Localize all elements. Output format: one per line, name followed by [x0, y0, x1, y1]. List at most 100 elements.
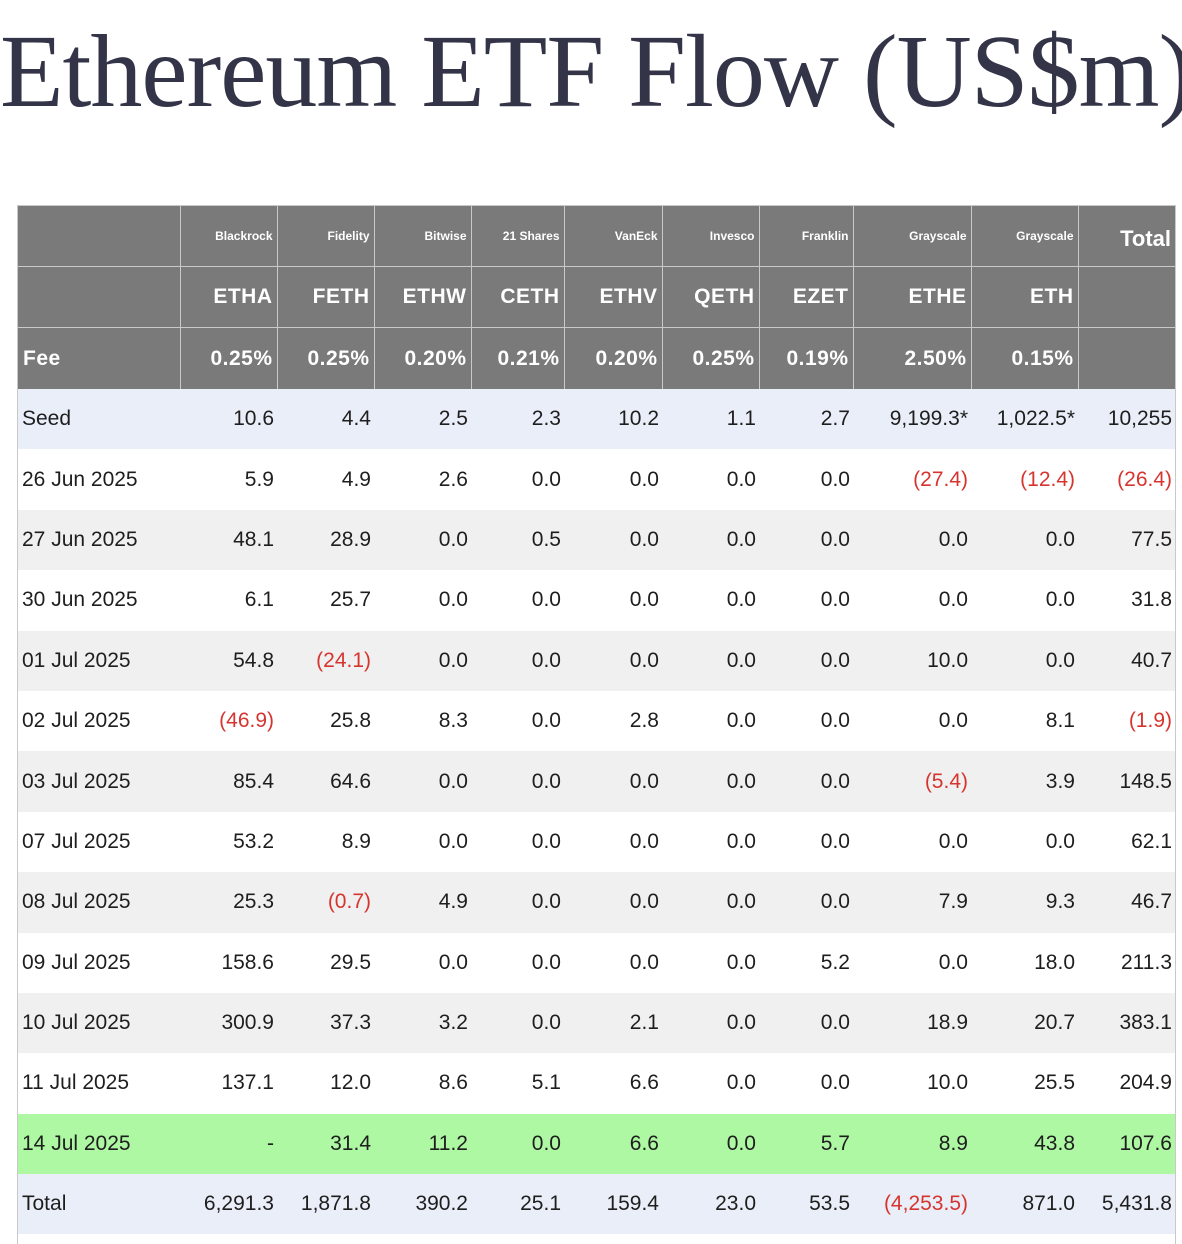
- row-label: 14 Jul 2025: [18, 1113, 180, 1175]
- flow-value-cell: 0.0: [564, 570, 662, 631]
- flow-value-cell: 77.5: [1078, 509, 1175, 571]
- row-label: 27 Jun 2025: [18, 509, 180, 571]
- flow-value-cell: (26.4): [1078, 449, 1175, 510]
- flow-value-cell: 0.0: [971, 630, 1078, 691]
- ticker-header-cell: ETHW: [373, 266, 471, 328]
- flow-value-cell: 0.0: [662, 932, 759, 993]
- table-header: Blackrock Fidelity Bitwise 21 Shares VanEck I…: [18, 206, 1175, 389]
- row-label: 01 Jul 2025: [18, 630, 180, 691]
- ticker-header-cell: ETHA: [179, 266, 277, 328]
- flow-value-cell: 10.2: [564, 389, 662, 450]
- flow-value-cell: 18.0: [971, 932, 1078, 993]
- flow-value-cell: 1,022.5*: [971, 389, 1078, 450]
- flow-value-cell: 53.2: [180, 811, 277, 873]
- flow-value-cell: 5.2: [759, 932, 853, 993]
- flow-value-cell: 383.1: [1078, 992, 1175, 1054]
- flow-value-cell: 0.0: [564, 932, 662, 993]
- issuer-header-cell: [18, 206, 180, 267]
- table-row: 03 Jul 2025 85.4 64.6 0.0 0.0 0.0 0.0 0.0 (5.4) 3…: [18, 751, 1175, 812]
- flow-value-cell: 0.0: [853, 509, 971, 571]
- flow-value-cell: 0.0: [759, 992, 853, 1054]
- flow-value-cell: 0.0: [564, 872, 662, 933]
- flow-value-cell: 5.7: [759, 1113, 853, 1175]
- table-row: 11 Jul 2025 137.1 12.0 8.6 5.1 6.6 0.0 0.0 10.0 2…: [18, 1053, 1175, 1114]
- flow-value-cell: 6.6: [564, 1113, 662, 1175]
- flow-value-cell: 0.0: [471, 811, 564, 873]
- issuer-header-cell: Fidelity: [276, 206, 374, 267]
- flow-value-cell: (4,253.5): [853, 1174, 971, 1235]
- flow-value-cell: 25.8: [277, 690, 374, 752]
- flow-value-cell: 4.4: [277, 389, 374, 450]
- fee-header-row: Fee 0.25% 0.25% 0.20% 0.21% 0.20% 0.25% 0.19% 2.…: [18, 327, 1175, 389]
- flow-value-cell: 10.0: [853, 1053, 971, 1114]
- flow-value-cell: 25.5: [971, 1053, 1078, 1114]
- flow-value-cell: (1.9): [1078, 690, 1175, 752]
- flow-value-cell: 0.0: [564, 509, 662, 571]
- fee-header-cell: 0.20%: [373, 327, 471, 389]
- flow-value-cell: 20.7: [971, 992, 1078, 1054]
- flow-value-cell: 48.1: [180, 509, 277, 571]
- fee-header-cell: [1077, 327, 1175, 389]
- flow-value-cell: 23.0: [662, 1174, 759, 1235]
- flow-value-cell: 8.3: [374, 690, 471, 752]
- issuer-header-cell: 21 Shares: [470, 206, 564, 267]
- row-label: 10 Jul 2025: [18, 992, 180, 1054]
- flow-value-cell: 0.0: [759, 509, 853, 571]
- flow-value-cell: 0.0: [759, 570, 853, 631]
- flow-value-cell: 0.0: [853, 690, 971, 752]
- flow-value-cell: 0.0: [374, 811, 471, 873]
- flow-value-cell: 0.0: [564, 811, 662, 873]
- row-label: 26 Jun 2025: [18, 449, 180, 510]
- flow-value-cell: 2.3: [471, 389, 564, 450]
- flow-value-cell: 25.7: [277, 570, 374, 631]
- flow-value-cell: 137.1: [180, 1053, 277, 1114]
- flow-value-cell: 0.0: [853, 932, 971, 993]
- flow-value-cell: 9,199.3*: [853, 389, 971, 450]
- flow-value-cell: 0.0: [471, 690, 564, 752]
- flow-value-cell: 0.0: [471, 570, 564, 631]
- table-row: 01 Jul 2025 54.8 (24.1) 0.0 0.0 0.0 0.0 0.0 10.0…: [18, 630, 1175, 691]
- flow-value-cell: 64.6: [277, 751, 374, 812]
- flow-value-cell: 85.4: [180, 751, 277, 812]
- flow-value-cell: 25.3: [180, 872, 277, 933]
- flow-value-cell: 43.8: [971, 1113, 1078, 1175]
- ticker-header-cell: ETHV: [563, 266, 662, 328]
- flow-value-cell: 29.5: [277, 932, 374, 993]
- ticker-header-cell: EZET: [758, 266, 853, 328]
- flow-value-cell: 8.9: [853, 1113, 971, 1175]
- etf-flow-table-container: Blackrock Fidelity Bitwise 21 Shares VanEck I…: [17, 205, 1176, 1244]
- row-label: Seed: [18, 389, 180, 450]
- flow-value-cell: 4.9: [374, 872, 471, 933]
- row-label: 02 Jul 2025: [18, 690, 180, 752]
- flow-value-cell: 53.5: [759, 1174, 853, 1235]
- flow-value-cell: 0.0: [471, 932, 564, 993]
- ticker-header-cell: QETH: [661, 266, 759, 328]
- flow-value-cell: 107.6: [1078, 1113, 1175, 1175]
- flow-value-cell: (27.4): [853, 449, 971, 510]
- flow-value-cell: 159.4: [564, 1174, 662, 1235]
- row-label: 30 Jun 2025: [18, 570, 180, 631]
- flow-value-cell: (12.4): [971, 449, 1078, 510]
- flow-value-cell: 46.7: [1078, 872, 1175, 933]
- table-row: 14 Jul 2025-31.4 11.2 0.0 6.6 0.0 5.7 8.9 43.8 1…: [18, 1113, 1175, 1175]
- flow-value-cell: 8.6: [374, 1053, 471, 1114]
- flow-value-cell: 0.0: [374, 509, 471, 571]
- flow-value-cell: 5.1: [471, 1053, 564, 1114]
- row-label: Total: [18, 1174, 180, 1235]
- row-label: 11 Jul 2025: [18, 1053, 180, 1114]
- flow-value-cell: 5,431.8: [1078, 1174, 1175, 1235]
- flow-value-cell: 6.6: [564, 1053, 662, 1114]
- flow-value-cell: 0.0: [662, 872, 759, 933]
- flow-value-cell: 6,291.3: [180, 1174, 277, 1235]
- flow-value-cell: 0.0: [759, 751, 853, 812]
- issuer-header-cell: Invesco: [661, 206, 759, 267]
- flow-value-cell: 0.0: [374, 751, 471, 812]
- flow-value-cell: (0.7): [277, 872, 374, 933]
- flow-value-cell: 1,871.8: [277, 1174, 374, 1235]
- flow-value-cell: 204.9: [1078, 1053, 1175, 1114]
- total-row: Total 6,291.3 1,871.8 390.2 25.1 159.4 23.0 53.…: [18, 1174, 1175, 1235]
- seed-row: Seed 10.6 4.4 2.5 2.3 10.2 1.1 2.7 9,199.3* 1,022…: [18, 389, 1175, 450]
- flow-value-cell: 0.0: [662, 449, 759, 510]
- row-label: 08 Jul 2025: [18, 872, 180, 933]
- page-title: Ethereum ETF Flow (US$m): [0, 14, 1182, 129]
